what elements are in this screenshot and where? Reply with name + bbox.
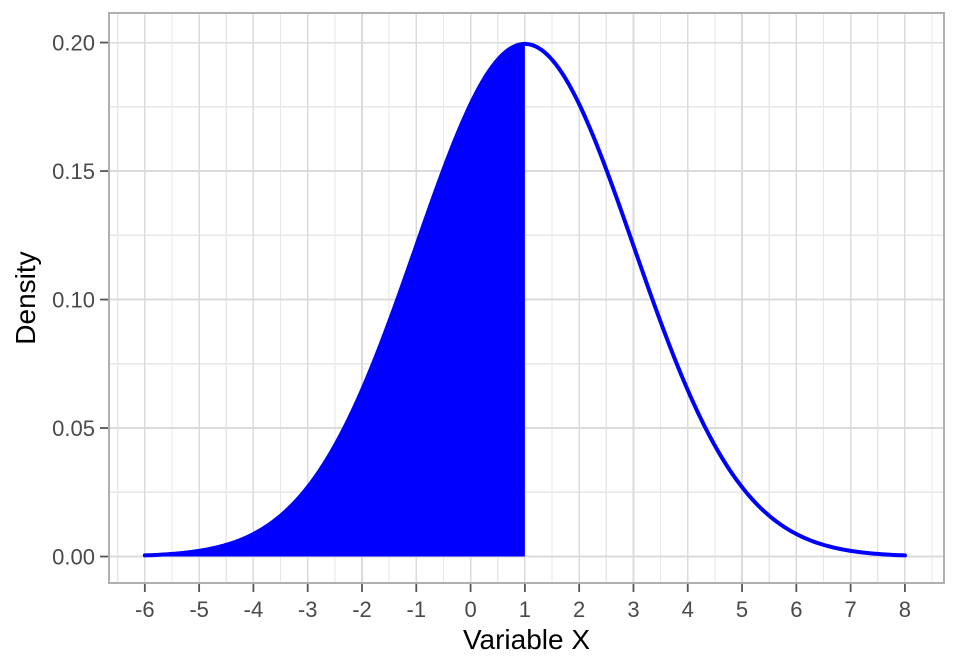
x-tick-label: -1 xyxy=(407,597,427,622)
x-tick-label: -2 xyxy=(352,597,372,622)
axis-ticks xyxy=(100,41,906,592)
grid-minor xyxy=(109,13,944,583)
x-tick-label: -5 xyxy=(189,597,209,622)
y-tick-label: 0.10 xyxy=(52,287,95,312)
x-tick-label: 2 xyxy=(573,597,585,622)
x-axis-title: Variable X xyxy=(462,624,591,655)
x-tick-label: -6 xyxy=(135,597,155,622)
panel-border xyxy=(108,12,945,584)
x-tick-label: 7 xyxy=(844,597,856,622)
shaded-density-area xyxy=(144,43,525,557)
x-tick-label: -4 xyxy=(244,597,264,622)
x-tick-label: 1 xyxy=(519,597,531,622)
x-tick-label: 3 xyxy=(627,597,639,622)
panel-background xyxy=(109,13,944,583)
density-curve xyxy=(142,41,907,558)
x-tick-label: 0 xyxy=(464,597,476,622)
y-tick-label: 0.00 xyxy=(52,544,95,569)
y-axis-title: Density xyxy=(10,251,41,345)
y-tick-label: 0.05 xyxy=(52,416,95,441)
grid-major xyxy=(109,13,944,583)
x-tick-label: 6 xyxy=(790,597,802,622)
x-tick-label: 5 xyxy=(736,597,748,622)
x-tick-labels: -6 -5 -4 -3 -2 -1 0 1 2 3 4 5 6 7 8 xyxy=(135,597,911,622)
y-tick-label: 0.15 xyxy=(52,159,95,184)
y-tick-labels: 0.00 0.05 0.10 0.15 0.20 xyxy=(52,30,95,569)
y-tick-label: 0.20 xyxy=(52,30,95,55)
x-tick-label: 8 xyxy=(899,597,911,622)
x-tick-label: -3 xyxy=(298,597,318,622)
x-tick-label: 4 xyxy=(682,597,694,622)
